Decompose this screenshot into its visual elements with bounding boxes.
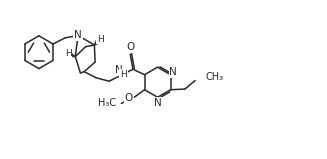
Text: H: H [120,69,127,79]
Text: H₃C: H₃C [98,98,116,108]
Polygon shape [95,39,100,45]
Text: N: N [154,98,162,108]
Text: CH₃: CH₃ [205,72,223,82]
Text: O: O [124,93,133,103]
Text: O: O [127,42,135,52]
Text: N: N [74,30,82,40]
Text: H: H [65,49,72,58]
Text: N: N [115,65,123,75]
Text: N: N [169,67,177,77]
Text: H: H [97,35,104,44]
